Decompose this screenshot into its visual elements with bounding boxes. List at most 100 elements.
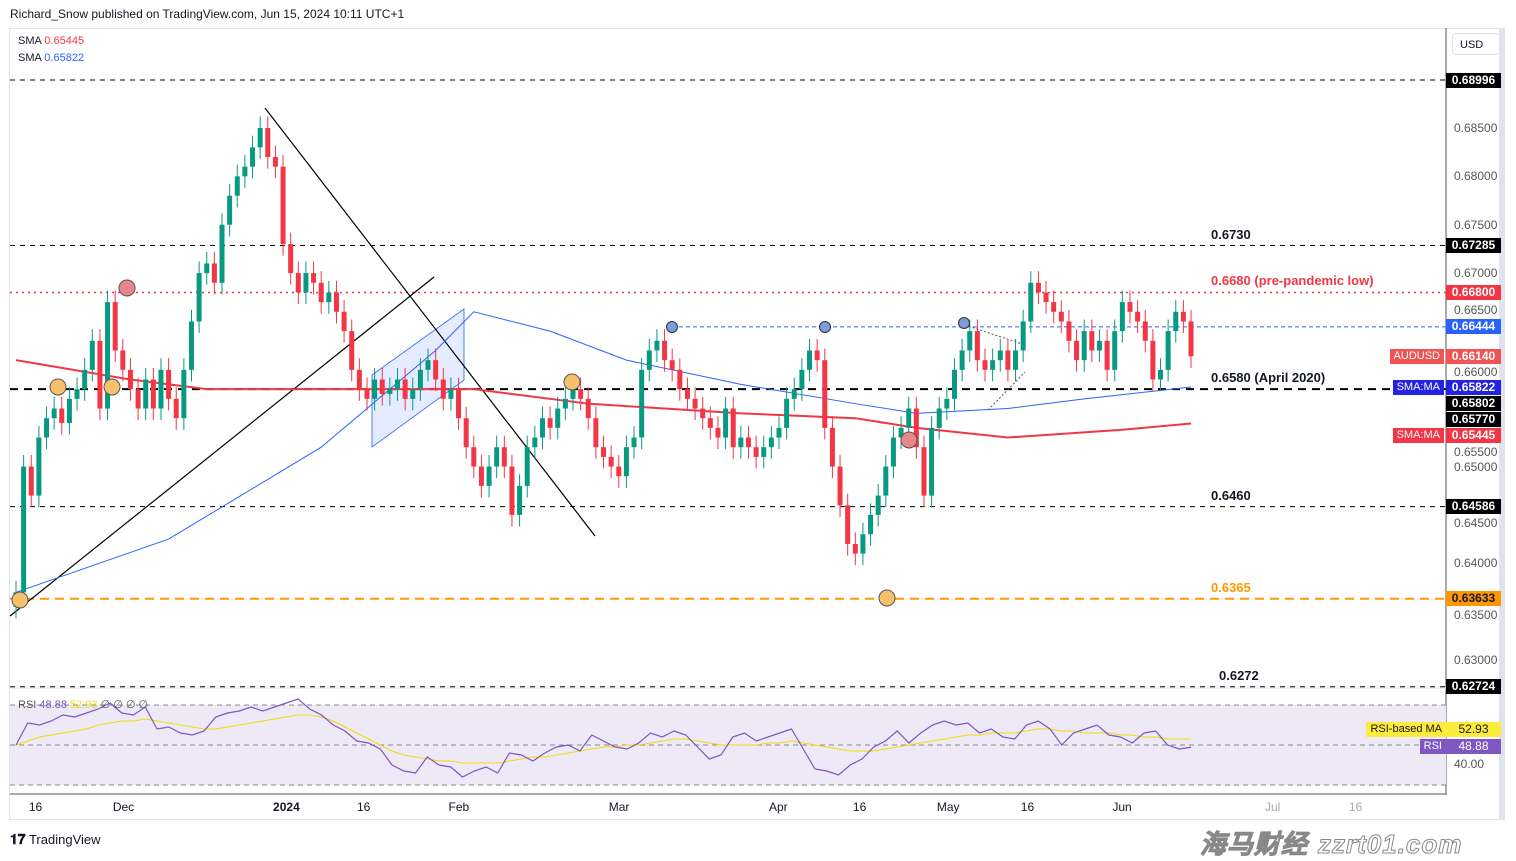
- candle-body: [639, 369, 645, 438]
- candle-body: [1173, 311, 1179, 332]
- level-label: 0.6730: [1211, 226, 1251, 242]
- price-axis-tick: 0.67500: [1454, 217, 1498, 232]
- pivot-marker: [819, 321, 831, 333]
- candle-body: [379, 379, 385, 395]
- time-axis-tick: 16: [356, 800, 371, 814]
- candle-body: [837, 466, 843, 506]
- rsi-tag: 48.88: [1446, 739, 1501, 754]
- legend-sma-fast[interactable]: SMA 0.65822: [18, 52, 84, 64]
- candle-body: [242, 166, 248, 177]
- rsi-label: RSI: [18, 699, 37, 711]
- time-axis-tick: Apr: [769, 800, 788, 814]
- candle-body: [807, 350, 813, 370]
- candle-body: [501, 447, 507, 467]
- candle-body: [1058, 311, 1064, 322]
- candle-body: [715, 427, 721, 438]
- time-axis-tick: 2024: [273, 800, 300, 814]
- candle-body: [1158, 369, 1163, 380]
- legend-sma-slow[interactable]: SMA 0.65445: [18, 35, 84, 47]
- pivot-marker: [878, 589, 896, 607]
- candle-body: [417, 369, 423, 390]
- candle-body: [669, 360, 675, 370]
- legend-sma-label: SMA: [18, 35, 42, 47]
- pivot-marker: [900, 431, 918, 449]
- candle-body: [318, 282, 324, 303]
- price-tag: 0.68996: [1446, 72, 1501, 88]
- candle-body: [1028, 282, 1034, 322]
- watermark-cn: 海马财经: [1199, 829, 1309, 860]
- time-axis-tick: 16: [852, 800, 867, 814]
- candle-body: [944, 398, 950, 409]
- tradingview-logo[interactable]: 𝟏𝟕 TradingView: [10, 831, 101, 848]
- pivot-marker: [103, 378, 121, 396]
- candle-body: [1066, 321, 1072, 341]
- candle-body: [349, 331, 355, 370]
- sma-fast-line: [15, 311, 1192, 593]
- currency-button[interactable]: USD: [1452, 33, 1500, 55]
- legend-rsi[interactable]: RSI 48.88 52.93 ∅ ∅ ∅ ∅: [18, 698, 148, 711]
- candle-body: [1150, 340, 1156, 380]
- price-axis-tick: 0.65000: [1454, 459, 1498, 474]
- candle-body: [1081, 331, 1087, 361]
- candle-body: [471, 447, 477, 467]
- candle-body: [127, 369, 133, 390]
- candle-body: [494, 447, 500, 467]
- candle-body: [196, 273, 202, 322]
- candle-body: [181, 369, 187, 419]
- candle-body: [707, 418, 713, 428]
- pivot-marker: [666, 321, 678, 333]
- candle-body: [341, 311, 347, 332]
- candle-body: [21, 466, 27, 593]
- candle-body: [1119, 302, 1125, 332]
- candle-body: [51, 408, 57, 419]
- pivot-marker: [958, 317, 970, 329]
- candle-body: [105, 302, 111, 409]
- candle-body: [1020, 321, 1026, 351]
- series-name-tag: SMA:MA: [1392, 380, 1444, 395]
- candle-body: [768, 437, 774, 448]
- candle-body: [82, 369, 88, 390]
- candle-body: [623, 447, 629, 477]
- candle-body: [1013, 350, 1019, 370]
- candle-body: [1035, 282, 1041, 293]
- candle-body: [913, 408, 919, 448]
- rsi-ma-tag: 52.93: [1446, 722, 1501, 737]
- candle-body: [295, 273, 301, 293]
- price-tag: 0.62724: [1446, 679, 1501, 695]
- candle-body: [1043, 292, 1049, 303]
- wedge-line: [964, 324, 1026, 346]
- price-axis-tick: 0.68000: [1454, 169, 1498, 184]
- candle-body: [616, 466, 622, 477]
- candle-body: [89, 340, 95, 370]
- wedge-line: [987, 371, 1026, 411]
- candle-body: [631, 437, 637, 448]
- candle-body: [890, 437, 896, 467]
- candle-body: [921, 447, 927, 496]
- candle-body: [539, 418, 545, 438]
- price-tag: 0.65445: [1446, 428, 1501, 443]
- candle-body: [234, 176, 240, 196]
- candle-body: [463, 418, 469, 448]
- candle-body: [250, 147, 256, 167]
- candle-body: [860, 534, 866, 554]
- candle-body: [883, 466, 889, 496]
- candle-body: [143, 379, 149, 409]
- candle-body: [188, 321, 194, 370]
- candle-body: [951, 369, 957, 399]
- time-axis-tick: 16: [1020, 800, 1035, 814]
- candle-body: [524, 447, 530, 486]
- candle-body: [1180, 311, 1186, 322]
- candle-body: [219, 224, 225, 283]
- candle-body: [36, 437, 42, 496]
- candle-body: [509, 466, 515, 515]
- chart-frame: [9, 28, 1505, 820]
- candle-body: [898, 427, 904, 438]
- candle-body: [288, 244, 294, 274]
- candle-body: [852, 543, 858, 554]
- candle-body: [66, 398, 72, 424]
- time-axis-tick: Dec: [112, 800, 135, 814]
- price-axis-tick: 0.66000: [1454, 365, 1498, 379]
- time-axis-tick: Jun: [1112, 800, 1132, 814]
- time-axis-tick: 16: [1348, 800, 1363, 814]
